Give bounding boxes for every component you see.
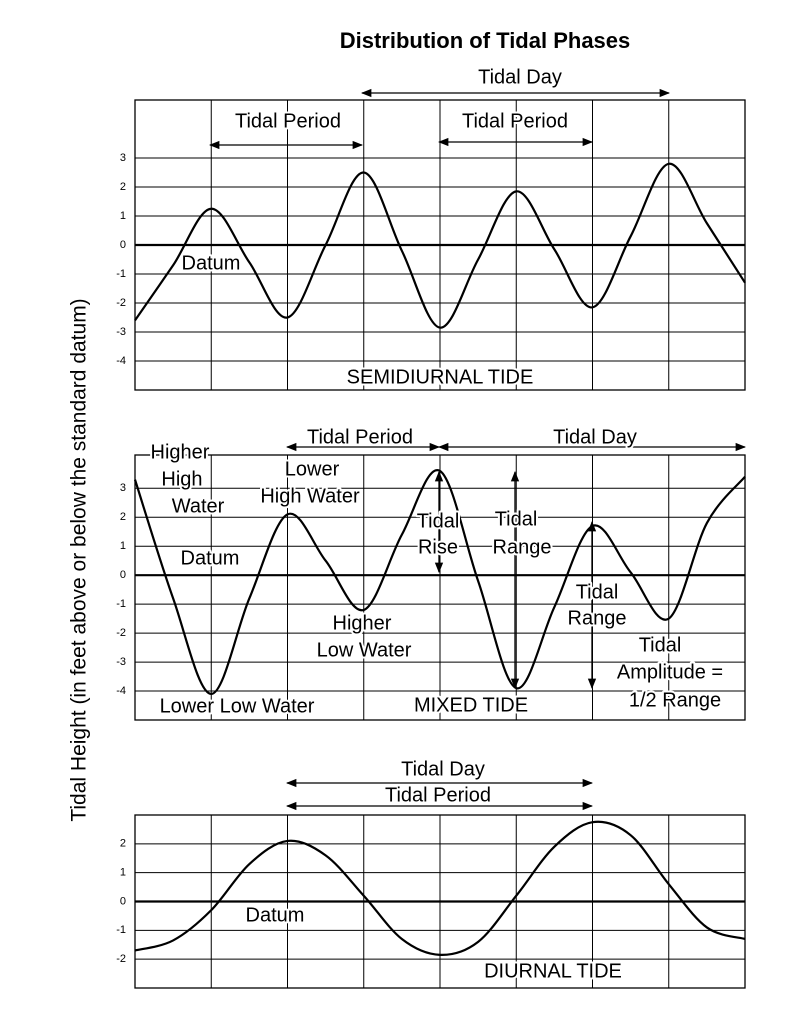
annotation: Tidal Period bbox=[235, 110, 341, 132]
annotation: Water bbox=[172, 495, 225, 517]
annotation: Tidal bbox=[417, 510, 460, 532]
y-tick-label: 2 bbox=[120, 511, 126, 523]
annotation: Tidal Day bbox=[478, 66, 562, 88]
y-tick-label: 3 bbox=[120, 482, 126, 494]
y-tick-label: 1 bbox=[120, 540, 126, 552]
annotation: Tidal bbox=[495, 508, 538, 530]
y-tick-label: 1 bbox=[120, 867, 126, 879]
y-tick-label: 2 bbox=[120, 181, 126, 193]
y-tick-label: 0 bbox=[120, 569, 126, 581]
chart-title: Distribution of Tidal Phases bbox=[340, 28, 631, 53]
tide-curve bbox=[133, 469, 746, 696]
y-tick-label: -3 bbox=[116, 656, 126, 668]
y-tick-label: 3 bbox=[120, 152, 126, 164]
annotation: Lower bbox=[285, 458, 340, 480]
y-tick-label: -2 bbox=[116, 297, 126, 309]
y-tick-label: 1 bbox=[120, 210, 126, 222]
annotation: Tidal Period bbox=[385, 784, 491, 806]
annotation: Range bbox=[568, 607, 627, 629]
tide-curve bbox=[134, 820, 746, 956]
annotation: Range bbox=[493, 536, 552, 558]
annotation: Rise bbox=[418, 536, 458, 558]
y-tick-label: -4 bbox=[116, 685, 126, 697]
tide-curve bbox=[134, 162, 746, 329]
y-axis-label: Tidal Height (in feet above or below the… bbox=[68, 298, 91, 821]
annotation: High Water bbox=[260, 485, 360, 507]
annotation: Tidal bbox=[639, 634, 682, 656]
annotation: Datum bbox=[246, 904, 305, 926]
annotation: Tidal Day bbox=[553, 426, 637, 448]
y-tick-label: -2 bbox=[116, 627, 126, 639]
y-tick-label: -3 bbox=[116, 326, 126, 338]
annotation: 1/2 Range bbox=[629, 689, 721, 711]
y-tick-label: -1 bbox=[116, 924, 126, 936]
annotation: MIXED TIDE bbox=[414, 694, 528, 716]
annotation: Datum bbox=[182, 252, 241, 274]
annotation: SEMIDIURNAL TIDE bbox=[347, 366, 534, 388]
annotation: DIURNAL TIDE bbox=[484, 960, 622, 982]
annotation: High bbox=[161, 468, 202, 490]
annotation: Lower Low Water bbox=[160, 695, 315, 717]
y-tick-label: -4 bbox=[116, 355, 126, 367]
annotation: Higher bbox=[333, 612, 392, 634]
annotation: Higher bbox=[151, 441, 210, 463]
y-tick-label: -1 bbox=[116, 598, 126, 610]
y-tick-label: -1 bbox=[116, 268, 126, 280]
annotation: Tidal Period bbox=[462, 110, 568, 132]
annotation: Datum bbox=[181, 547, 240, 569]
y-tick-label: 2 bbox=[120, 838, 126, 850]
y-tick-label: 0 bbox=[120, 239, 126, 251]
annotation: Tidal Day bbox=[401, 758, 485, 780]
annotation: Tidal Period bbox=[307, 426, 413, 448]
y-tick-label: -2 bbox=[116, 953, 126, 965]
annotation: Tidal bbox=[576, 581, 619, 603]
y-tick-label: 0 bbox=[120, 895, 126, 907]
annotation: Amplitude = bbox=[617, 661, 723, 683]
annotation: Low Water bbox=[317, 639, 412, 661]
